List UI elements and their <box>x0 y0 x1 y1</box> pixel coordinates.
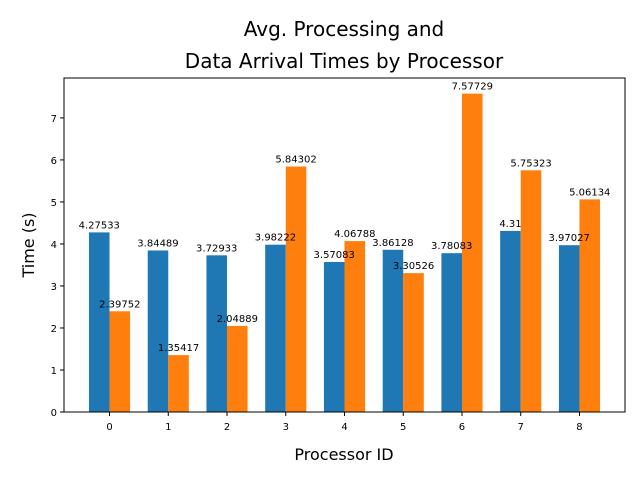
x-tick-label: 1 <box>165 422 171 433</box>
data-label-series-1-processor-1: 1.35417 <box>158 343 199 354</box>
y-tick-label: 2 <box>51 324 57 335</box>
y-axis-label: Time (s) <box>19 212 38 278</box>
data-label-series-0-processor-2: 3.72933 <box>196 243 237 254</box>
x-axis-label: Processor ID <box>294 445 393 464</box>
data-label-series-1-processor-4: 4.06788 <box>334 229 375 240</box>
x-tick-label: 2 <box>224 422 230 433</box>
bar-series-0-processor-6 <box>441 253 462 412</box>
chart-title-line-2: Data Arrival Times by Processor <box>185 49 504 73</box>
data-label-series-1-processor-8: 5.06134 <box>569 187 610 198</box>
x-tick-label: 8 <box>576 422 582 433</box>
bar-series-0-processor-3 <box>265 244 286 412</box>
bar-series-1-processor-0 <box>109 311 131 412</box>
x-tick-label: 4 <box>341 422 347 433</box>
bar-series-1-processor-2 <box>227 325 248 412</box>
bar-series-0-processor-4 <box>323 261 345 412</box>
bar-series-0-processor-0 <box>88 232 110 412</box>
bar-series-0-processor-2 <box>206 255 228 412</box>
data-label-series-1-processor-7: 5.75323 <box>510 158 551 169</box>
bar-series-1-processor-3 <box>285 166 307 412</box>
data-label-series-1-processor-5: 3.30526 <box>393 261 434 272</box>
bar-series-1-processor-8 <box>579 199 601 412</box>
data-labels-group: 4.27533 3.84489 3.72933 3.98222 3.57083 3.861… <box>79 82 611 354</box>
data-label-series-1-processor-6: 7.57729 <box>452 82 493 93</box>
bar-series-0-processor-7 <box>500 230 521 412</box>
bar-series-1-processor-7 <box>520 170 542 412</box>
bar-series-0-processor-1 <box>147 250 169 412</box>
x-tick-label: 5 <box>400 422 406 433</box>
data-label-series-0-processor-4: 3.57083 <box>314 250 355 261</box>
data-label-series-0-processor-0: 4.27533 <box>79 220 120 231</box>
y-tick-label: 4 <box>51 240 57 251</box>
x-tick-label: 6 <box>459 422 465 433</box>
data-label-series-1-processor-2: 2.04889 <box>217 314 258 325</box>
bar-series-1-processor-4 <box>344 241 366 412</box>
bar-series-0-processor-5 <box>382 249 404 412</box>
y-tick-label: 7 <box>51 114 57 125</box>
y-tick-label: 5 <box>51 198 57 209</box>
bar-series-1-processor-1 <box>168 355 189 412</box>
bars-group <box>88 93 601 412</box>
data-label-series-0-processor-6: 3.78083 <box>431 241 472 252</box>
bar-series-1-processor-6 <box>461 93 483 412</box>
bar-series-0-processor-8 <box>558 245 580 412</box>
x-tick-label: 7 <box>518 422 524 433</box>
data-label-series-1-processor-0: 2.39752 <box>99 299 140 310</box>
y-tick-label: 6 <box>51 156 57 167</box>
y-tick-label: 3 <box>51 282 57 293</box>
y-tick-label: 0 <box>51 408 57 419</box>
chart-title-line-1: Avg. Processing and <box>244 17 445 41</box>
x-tick-label: 0 <box>106 422 112 433</box>
axes-group: 0 1 2 3 4 5 6 7 0 1 2 3 4 5 6 7 8 <box>51 77 626 433</box>
data-label-series-0-processor-5: 3.86128 <box>372 238 413 249</box>
x-tick-label: 3 <box>283 422 289 433</box>
data-label-series-0-processor-8: 3.97027 <box>549 233 590 244</box>
y-tick-label: 1 <box>51 366 57 377</box>
bar-series-1-processor-5 <box>403 273 424 412</box>
data-label-series-0-processor-7: 4.31 <box>499 219 521 230</box>
data-label-series-0-processor-3: 3.98222 <box>255 233 296 244</box>
data-label-series-0-processor-1: 3.84489 <box>137 238 178 249</box>
data-label-series-1-processor-3: 5.84302 <box>275 155 316 166</box>
